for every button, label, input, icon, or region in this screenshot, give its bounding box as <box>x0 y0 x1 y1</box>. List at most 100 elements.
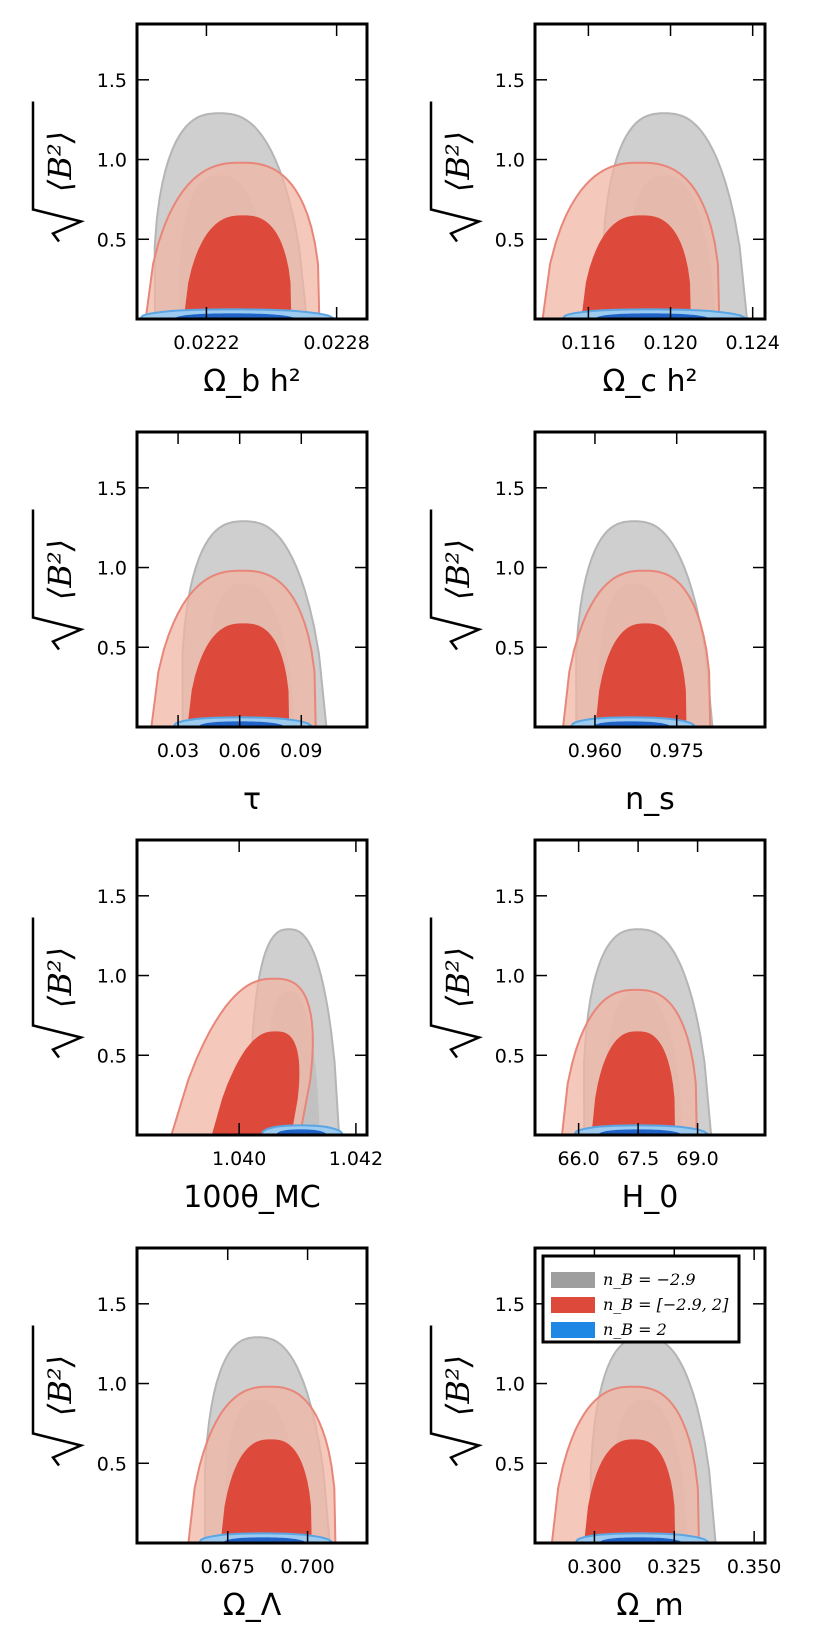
y-axis-label-text: ⟨B²⟩ <box>439 539 477 600</box>
x-tick-label: 0.116 <box>561 332 615 354</box>
sqrt-sign <box>31 509 85 651</box>
x-tick-label: 1.040 <box>212 1148 266 1170</box>
y-tick-label: 1.0 <box>97 1374 127 1396</box>
y-axis-label: ⟨B²⟩ <box>31 101 85 243</box>
series-1-inner-contour <box>591 1031 676 1135</box>
x-tick-label: 67.5 <box>617 1148 659 1170</box>
series-1-inner-contour <box>595 623 687 727</box>
sqrt-sign <box>429 1325 483 1467</box>
y-axis-label: ⟨B²⟩ <box>429 101 483 243</box>
y-tick-label: 1.0 <box>495 150 525 172</box>
panel-tau: 0.5 1.0 1.5 0.03 0.06 0.09 τ ⟨B²⟩ <box>31 430 369 817</box>
legend-swatch <box>551 1322 595 1338</box>
y-tick-label: 1.5 <box>495 478 525 500</box>
x-tick-label: 0.124 <box>725 332 779 354</box>
legend-label: n_B = 2 <box>603 1320 667 1339</box>
sqrt-sign <box>31 101 85 243</box>
panel-omega_m: 0.5 1.0 1.5 0.300 0.325 0.350 Ω_m ⟨B²⟩ <box>429 1246 781 1623</box>
x-tick-label: 0.675 <box>201 1556 255 1578</box>
x-axis-label: Ω_m <box>616 1588 683 1623</box>
plot-area <box>562 520 714 727</box>
series-1-inner-contour <box>187 623 290 727</box>
axes-frame <box>135 22 369 321</box>
axes-frame <box>135 838 369 1137</box>
y-axis-label-text: ⟨B²⟩ <box>41 947 79 1008</box>
y-axis-label-text: ⟨B²⟩ <box>41 1355 79 1416</box>
legend-label: n_B = [−2.9, 2] <box>603 1295 729 1314</box>
y-tick-label: 1.0 <box>97 558 127 580</box>
axes-frame <box>533 1246 767 1545</box>
x-axis-label: n_s <box>625 782 675 817</box>
y-axis-label: ⟨B²⟩ <box>429 1325 483 1467</box>
y-tick-label: 0.5 <box>495 229 525 251</box>
x-tick-label: 0.120 <box>643 332 697 354</box>
y-tick-label: 1.5 <box>495 886 525 908</box>
y-axis-label-text: ⟨B²⟩ <box>439 1355 477 1416</box>
plot-area <box>541 112 749 319</box>
x-axis-label: 100θ_MC <box>183 1180 320 1215</box>
series-1-inner-contour <box>220 1439 312 1543</box>
plot-area <box>560 928 713 1135</box>
axes-frame <box>533 838 767 1137</box>
x-tick-label: 0.325 <box>647 1556 701 1578</box>
axes-frame <box>533 22 767 321</box>
series-1-inner-contour <box>183 215 292 319</box>
y-axis-label-text: ⟨B²⟩ <box>41 539 79 600</box>
y-axis-label: ⟨B²⟩ <box>429 509 483 651</box>
x-tick-label: 0.700 <box>280 1556 334 1578</box>
sqrt-sign <box>429 101 483 243</box>
series-1-inner-contour <box>581 215 691 319</box>
y-tick-label: 1.5 <box>97 1294 127 1316</box>
y-tick-label: 1.0 <box>97 966 127 988</box>
y-tick-label: 0.5 <box>97 229 127 251</box>
series-1-inner-contour <box>211 1031 300 1135</box>
y-tick-label: 0.5 <box>97 1453 127 1475</box>
axes-frame <box>135 430 369 729</box>
y-axis-label-text: ⟨B²⟩ <box>439 947 477 1008</box>
y-tick-label: 1.0 <box>97 150 127 172</box>
y-axis-label: ⟨B²⟩ <box>31 509 85 651</box>
x-tick-label: 0.06 <box>219 740 261 762</box>
y-tick-label: 0.5 <box>495 637 525 659</box>
sqrt-sign <box>429 509 483 651</box>
x-axis-label: Ω_c h² <box>603 364 698 399</box>
sqrt-sign <box>429 917 483 1059</box>
y-tick-label: 1.0 <box>495 966 525 988</box>
legend-swatch <box>551 1297 595 1313</box>
plot-area <box>187 1336 337 1543</box>
panel-theta: 0.5 1.0 1.5 1.040 1.042 100θ_MC ⟨B²⟩ <box>31 838 383 1215</box>
panel-H0: 0.5 1.0 1.5 66.0 67.5 69.0 H_0 ⟨B²⟩ <box>429 838 767 1215</box>
series-1-inner-contour <box>584 1439 676 1543</box>
axes-frame <box>533 430 767 729</box>
panel-omega_c: 0.5 1.0 1.5 0.116 0.120 0.124 Ω_c h² ⟨B²⟩ <box>429 22 780 399</box>
sqrt-sign <box>31 917 85 1059</box>
x-tick-label: 0.300 <box>567 1556 621 1578</box>
plot-area <box>150 520 328 727</box>
x-tick-label: 0.0228 <box>303 332 369 354</box>
y-tick-label: 1.5 <box>97 70 127 92</box>
y-tick-label: 1.5 <box>97 886 127 908</box>
y-tick-label: 1.5 <box>495 70 525 92</box>
panel-omega_lambda: 0.5 1.0 1.5 0.675 0.700 Ω_Λ ⟨B²⟩ <box>31 1246 369 1623</box>
x-axis-label: τ <box>243 782 261 817</box>
x-tick-label: 69.0 <box>676 1148 718 1170</box>
plot-area <box>170 928 345 1135</box>
x-axis-label: H_0 <box>622 1180 679 1215</box>
x-tick-label: 0.09 <box>280 740 322 762</box>
x-tick-label: 0.03 <box>157 740 199 762</box>
x-tick-label: 0.0222 <box>173 332 239 354</box>
y-axis-label: ⟨B²⟩ <box>429 917 483 1059</box>
x-tick-label: 66.0 <box>557 1148 599 1170</box>
y-axis-label: ⟨B²⟩ <box>31 1325 85 1467</box>
y-tick-label: 1.0 <box>495 1374 525 1396</box>
legend-label: n_B = −2.9 <box>603 1270 696 1289</box>
plot-area <box>138 112 336 319</box>
y-axis-label: ⟨B²⟩ <box>31 917 85 1059</box>
legend-swatch <box>551 1272 595 1288</box>
y-tick-label: 1.5 <box>97 478 127 500</box>
y-tick-label: 0.5 <box>495 1045 525 1067</box>
y-tick-label: 0.5 <box>97 1045 127 1067</box>
sqrt-sign <box>31 1325 85 1467</box>
plot-area <box>550 1336 717 1543</box>
